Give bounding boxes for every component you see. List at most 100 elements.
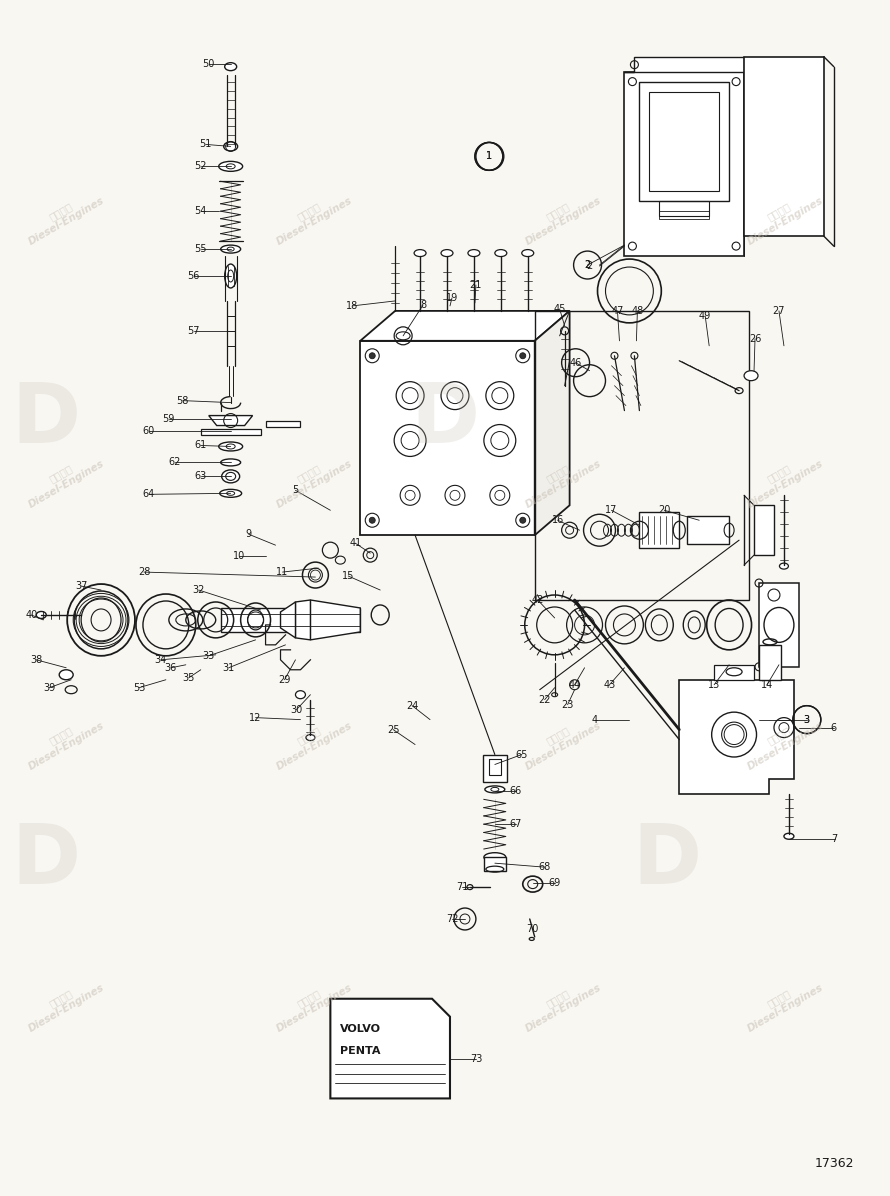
Bar xyxy=(483,755,506,782)
Text: 40: 40 xyxy=(25,610,37,620)
Text: 54: 54 xyxy=(195,206,207,216)
Text: 46: 46 xyxy=(570,358,582,367)
Text: 63: 63 xyxy=(195,471,206,481)
Text: 68: 68 xyxy=(538,862,551,872)
Text: 61: 61 xyxy=(195,440,206,451)
Text: 15: 15 xyxy=(342,570,354,581)
Polygon shape xyxy=(360,341,535,535)
Text: 20: 20 xyxy=(658,505,670,515)
Polygon shape xyxy=(679,679,794,794)
Bar xyxy=(759,645,781,679)
Text: 47: 47 xyxy=(611,306,624,316)
Polygon shape xyxy=(687,517,729,544)
Text: 41: 41 xyxy=(349,538,361,548)
Text: 70: 70 xyxy=(527,925,539,934)
Text: 12: 12 xyxy=(249,713,262,722)
Ellipse shape xyxy=(224,62,237,71)
Text: 39: 39 xyxy=(43,683,55,692)
Text: 56: 56 xyxy=(188,271,200,281)
Text: 紫发动力
Diesel-Engines: 紫发动力 Diesel-Engines xyxy=(518,972,603,1035)
Text: 19: 19 xyxy=(446,293,458,303)
Text: 3: 3 xyxy=(804,715,810,725)
Polygon shape xyxy=(295,600,311,640)
Ellipse shape xyxy=(784,834,794,840)
Text: 59: 59 xyxy=(163,414,175,423)
Text: 23: 23 xyxy=(562,700,574,709)
Ellipse shape xyxy=(744,371,758,380)
Text: 7: 7 xyxy=(831,835,837,844)
Text: 32: 32 xyxy=(192,585,205,596)
Ellipse shape xyxy=(780,563,789,569)
Ellipse shape xyxy=(219,161,243,171)
Ellipse shape xyxy=(221,459,240,466)
Text: 17: 17 xyxy=(605,505,618,515)
Text: 52: 52 xyxy=(195,161,207,171)
Text: 71: 71 xyxy=(456,883,468,892)
Text: 45: 45 xyxy=(554,304,566,313)
Ellipse shape xyxy=(223,142,238,151)
Text: 72: 72 xyxy=(446,914,458,925)
Text: 紫发动力
Diesel-Engines: 紫发动力 Diesel-Engines xyxy=(740,448,825,509)
Polygon shape xyxy=(639,512,679,548)
Text: D: D xyxy=(410,379,480,459)
Text: 48: 48 xyxy=(631,306,643,316)
Ellipse shape xyxy=(485,786,505,793)
Text: 67: 67 xyxy=(510,819,522,829)
Text: D: D xyxy=(12,379,80,459)
Ellipse shape xyxy=(414,250,426,257)
Text: 31: 31 xyxy=(222,663,235,673)
Polygon shape xyxy=(625,56,744,72)
Text: 34: 34 xyxy=(155,654,167,665)
Text: 紫发动力
Diesel-Engines: 紫发动力 Diesel-Engines xyxy=(740,972,825,1035)
Text: 紫发动力
Diesel-Engines: 紫发动力 Diesel-Engines xyxy=(270,710,354,771)
Text: 62: 62 xyxy=(169,457,181,468)
Text: 18: 18 xyxy=(346,301,359,311)
Text: 紫发动力
Diesel-Engines: 紫发动力 Diesel-Engines xyxy=(270,185,354,248)
Text: 6: 6 xyxy=(830,722,837,733)
Ellipse shape xyxy=(468,250,480,257)
Text: 50: 50 xyxy=(203,59,214,68)
Text: 65: 65 xyxy=(515,750,528,759)
Text: 42: 42 xyxy=(531,594,544,605)
Bar xyxy=(659,212,709,219)
Text: 紫发动力
Diesel-Engines: 紫发动力 Diesel-Engines xyxy=(518,710,603,771)
Polygon shape xyxy=(759,582,799,667)
Text: D: D xyxy=(632,819,701,901)
Text: 55: 55 xyxy=(195,244,207,254)
Text: 14: 14 xyxy=(761,679,773,690)
Text: 紫发动力
Diesel-Engines: 紫发动力 Diesel-Engines xyxy=(270,972,354,1035)
Text: 紫发动力
Diesel-Engines: 紫发动力 Diesel-Engines xyxy=(20,448,106,509)
Text: 36: 36 xyxy=(165,663,177,673)
Ellipse shape xyxy=(220,489,242,498)
Polygon shape xyxy=(535,311,570,535)
Polygon shape xyxy=(311,600,360,640)
Text: 2: 2 xyxy=(585,260,591,270)
Text: 紫发动力
Diesel-Engines: 紫发动力 Diesel-Engines xyxy=(20,185,106,248)
Text: 8: 8 xyxy=(420,300,426,310)
Text: 2: 2 xyxy=(587,261,593,271)
Text: VOLVO: VOLVO xyxy=(340,1024,381,1033)
Bar xyxy=(650,92,719,191)
Text: 紫发动力
Diesel-Engines: 紫发动力 Diesel-Engines xyxy=(20,710,106,771)
Text: PENTA: PENTA xyxy=(340,1045,381,1056)
Text: 73: 73 xyxy=(470,1054,482,1063)
Text: 27: 27 xyxy=(773,306,785,316)
Polygon shape xyxy=(209,415,253,426)
Text: 58: 58 xyxy=(176,396,189,405)
Text: 1: 1 xyxy=(486,152,492,161)
Ellipse shape xyxy=(60,670,73,679)
Bar xyxy=(659,201,709,216)
Text: 紫发动力
Diesel-Engines: 紫发动力 Diesel-Engines xyxy=(270,448,354,509)
Polygon shape xyxy=(330,999,450,1098)
Text: 64: 64 xyxy=(142,489,155,499)
Text: 4: 4 xyxy=(592,715,597,725)
Text: 1: 1 xyxy=(486,152,492,161)
Bar xyxy=(714,665,754,679)
Text: 紫发动力
Diesel-Engines: 紫发动力 Diesel-Engines xyxy=(740,710,825,771)
Text: 53: 53 xyxy=(133,683,145,692)
Text: 10: 10 xyxy=(232,551,245,561)
Ellipse shape xyxy=(522,250,534,257)
Ellipse shape xyxy=(495,250,506,257)
Circle shape xyxy=(369,353,376,359)
Text: 30: 30 xyxy=(290,704,303,715)
